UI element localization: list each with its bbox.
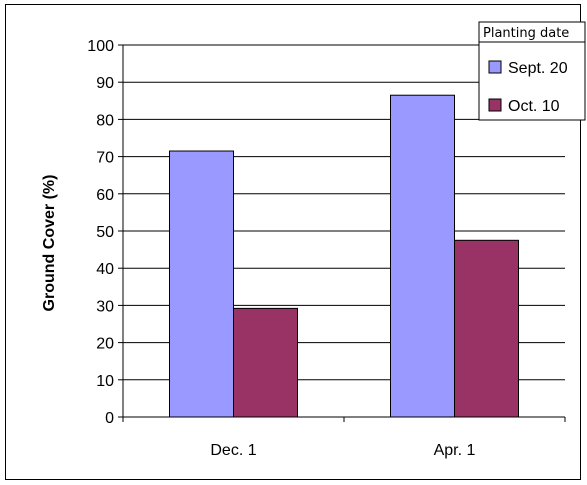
bar-oct-10-0 [233,307,298,418]
legend-title: Planting date [483,26,569,41]
y-tick-label: 90 [96,75,114,92]
y-tick-label: 100 [87,38,114,55]
bars [169,94,519,418]
bar-oct-10-1 [454,239,519,418]
x-tick-label: Dec. 1 [210,442,256,459]
y-tick-label: 80 [96,112,114,129]
bar-sept-20-0 [169,150,234,418]
legend-entry: Oct. 10 [508,98,560,115]
y-axis-title: Ground Cover (%) [41,175,58,312]
x-tick-label: Apr. 1 [434,442,476,459]
legend-box [478,41,586,121]
legend-entry: Sept. 20 [508,60,568,77]
x-tick-labels: Dec. 1 Apr. 1 [210,442,475,459]
axes [118,44,566,422]
y-tick-label: 60 [96,187,114,204]
y-tick-label: 20 [96,336,114,353]
y-tick-label: 70 [96,150,114,167]
legend: Planting date Sept. 20 Oct. 10 [478,21,586,121]
y-tick-label: 40 [96,261,114,278]
y-tick-labels: 0 10 20 30 40 50 60 70 80 90 100 [87,38,114,427]
y-tick-label: 0 [105,410,114,427]
legend-swatch [488,98,502,112]
bar-sept-20-1 [390,94,455,418]
y-tick-label: 50 [96,224,114,241]
y-tick-label: 10 [96,373,114,390]
y-tick-label: 30 [96,298,114,315]
legend-swatch [488,60,502,74]
